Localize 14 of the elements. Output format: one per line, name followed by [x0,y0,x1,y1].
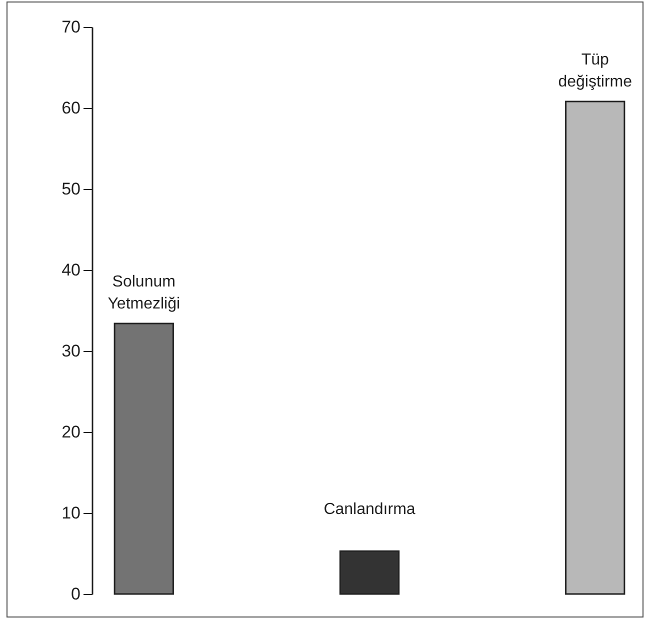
bar [565,100,626,595]
bar [339,550,400,595]
x-tick-label: Tüp değiştirme [558,52,632,91]
x-tick-label: Canlandırma [324,501,416,518]
y-tick-label: 70 [62,18,80,36]
y-tick-label: 20 [62,422,80,442]
bar [114,322,174,595]
y-tick-label: 60 [62,98,80,118]
y-tick-label: 30 [62,342,80,360]
y-tick-label: 0 [71,584,80,604]
y-tick-label: 40 [62,260,80,280]
y-tick-label: 10 [62,504,80,522]
x-tick-label: Solunum Yetmezliği [108,273,180,312]
y-tick-label: 50 [62,180,80,198]
